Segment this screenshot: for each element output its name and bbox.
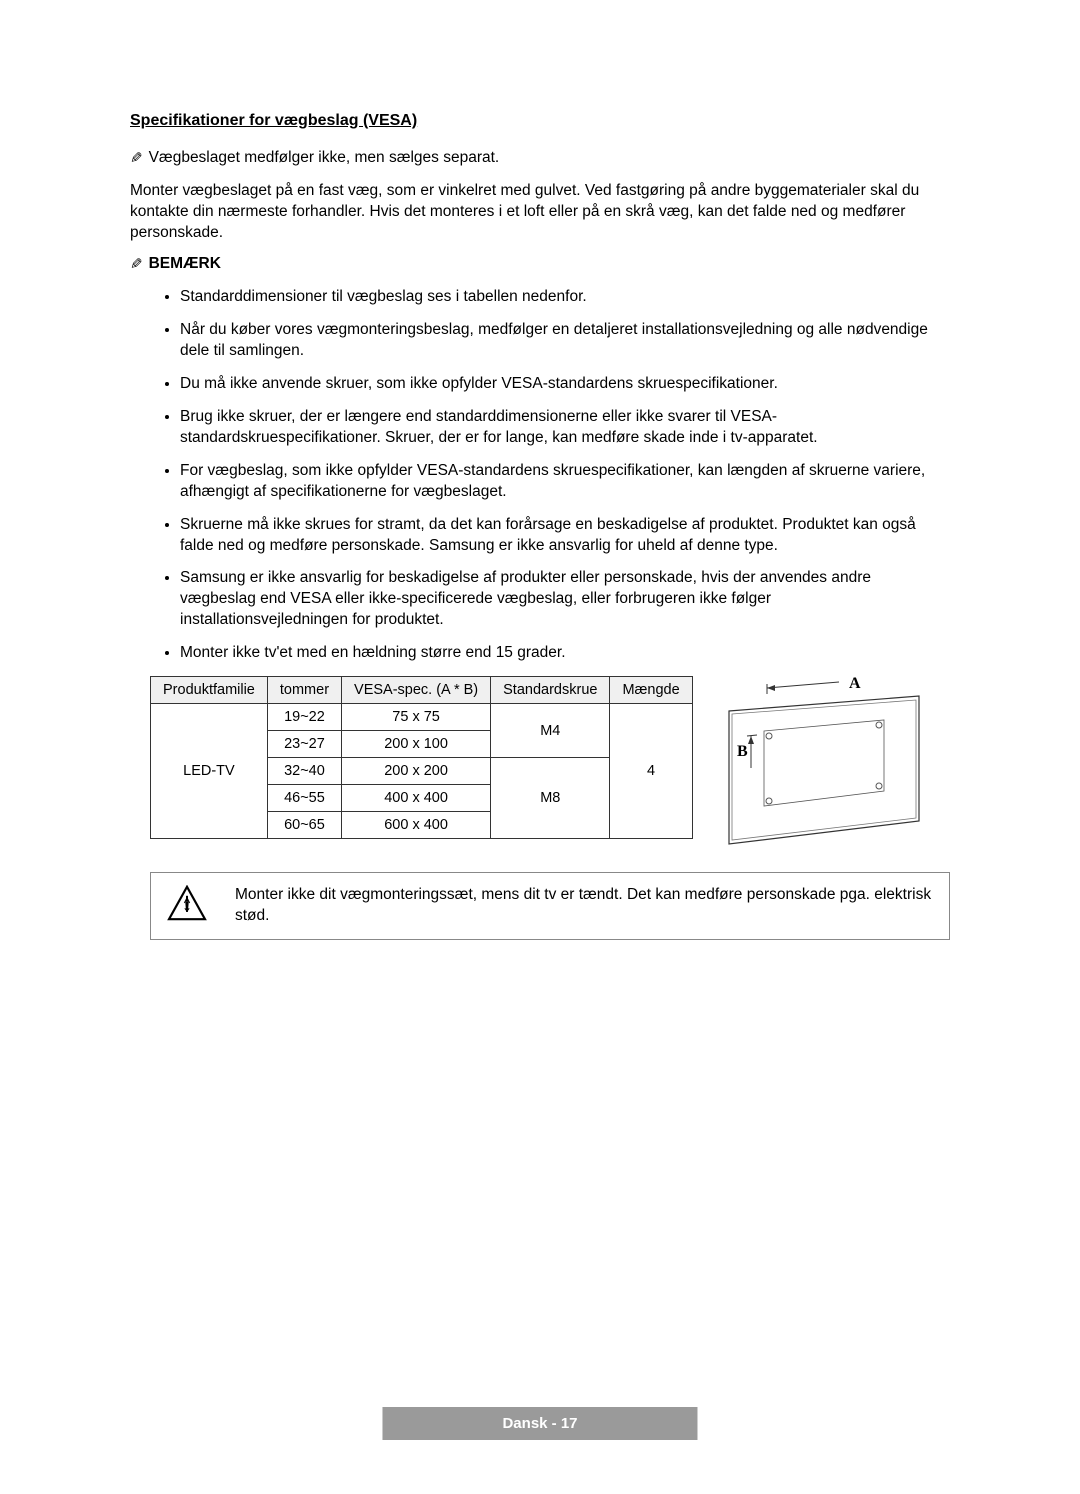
list-item: For vægbeslag, som ikke opfylder VESA-st…: [180, 461, 950, 503]
cell-inches: 23~27: [267, 731, 341, 758]
list-item: Samsung er ikke ansvarlig for beskadigel…: [180, 568, 950, 631]
diagram-label-b: B: [737, 743, 748, 760]
list-item: Standarddimensioner til vægbeslag ses i …: [180, 287, 950, 308]
table-header: Produktfamilie: [151, 677, 268, 704]
vesa-diagram: A B: [709, 676, 939, 856]
intro-body: Monter vægbeslaget på en fast væg, som e…: [130, 181, 950, 244]
list-item: Du må ikke anvende skruer, som ikke opfy…: [180, 374, 950, 395]
diagram-label-a: A: [849, 676, 861, 692]
table-header: VESA-spec. (A * B): [342, 677, 491, 704]
cell-screw: M8: [491, 758, 610, 839]
hand-icon: ✎: [130, 149, 143, 169]
section-heading: Specifikationer for vægbeslag (VESA): [130, 112, 950, 130]
cell-inches: 19~22: [267, 704, 341, 731]
table-header: Standardskrue: [491, 677, 610, 704]
warning-icon: [167, 885, 207, 921]
cell-vesa: 600 x 400: [342, 812, 491, 839]
table-header-row: Produktfamilie tommer VESA-spec. (A * B)…: [151, 677, 693, 704]
hand-icon: ✎: [130, 255, 143, 275]
table-and-diagram-row: Produktfamilie tommer VESA-spec. (A * B)…: [150, 676, 950, 856]
vesa-diagram-svg: A B: [709, 676, 939, 851]
bullet-list: Standarddimensioner til vægbeslag ses i …: [180, 287, 950, 664]
cell-vesa: 75 x 75: [342, 704, 491, 731]
cell-vesa: 200 x 100: [342, 731, 491, 758]
remark-row: ✎ BEMÆRK: [130, 254, 950, 275]
cell-screw: M4: [491, 704, 610, 758]
list-item: Når du køber vores vægmonteringsbeslag, …: [180, 320, 950, 362]
cell-inches: 32~40: [267, 758, 341, 785]
table-header: tommer: [267, 677, 341, 704]
intro-note-row: ✎ Vægbeslaget medfølger ikke, men sælges…: [130, 148, 950, 169]
cell-quantity: 4: [610, 704, 692, 839]
warning-text: Monter ikke dit vægmonteringssæt, mens d…: [235, 885, 933, 927]
cell-inches: 60~65: [267, 812, 341, 839]
cell-product-family: LED-TV: [151, 704, 268, 839]
spec-table: Produktfamilie tommer VESA-spec. (A * B)…: [150, 676, 693, 839]
cell-inches: 46~55: [267, 785, 341, 812]
cell-vesa: 200 x 200: [342, 758, 491, 785]
list-item: Brug ikke skruer, der er længere end sta…: [180, 407, 950, 449]
page-footer: Dansk - 17: [382, 1407, 697, 1440]
cell-vesa: 400 x 400: [342, 785, 491, 812]
table-header: Mængde: [610, 677, 692, 704]
remark-label: BEMÆRK: [149, 254, 221, 275]
table-row: LED-TV 19~22 75 x 75 M4 4: [151, 704, 693, 731]
list-item: Monter ikke tv'et med en hældning større…: [180, 643, 950, 664]
intro-note-text: Vægbeslaget medfølger ikke, men sælges s…: [149, 148, 500, 169]
warning-box: Monter ikke dit vægmonteringssæt, mens d…: [150, 872, 950, 940]
list-item: Skruerne må ikke skrues for stramt, da d…: [180, 515, 950, 557]
